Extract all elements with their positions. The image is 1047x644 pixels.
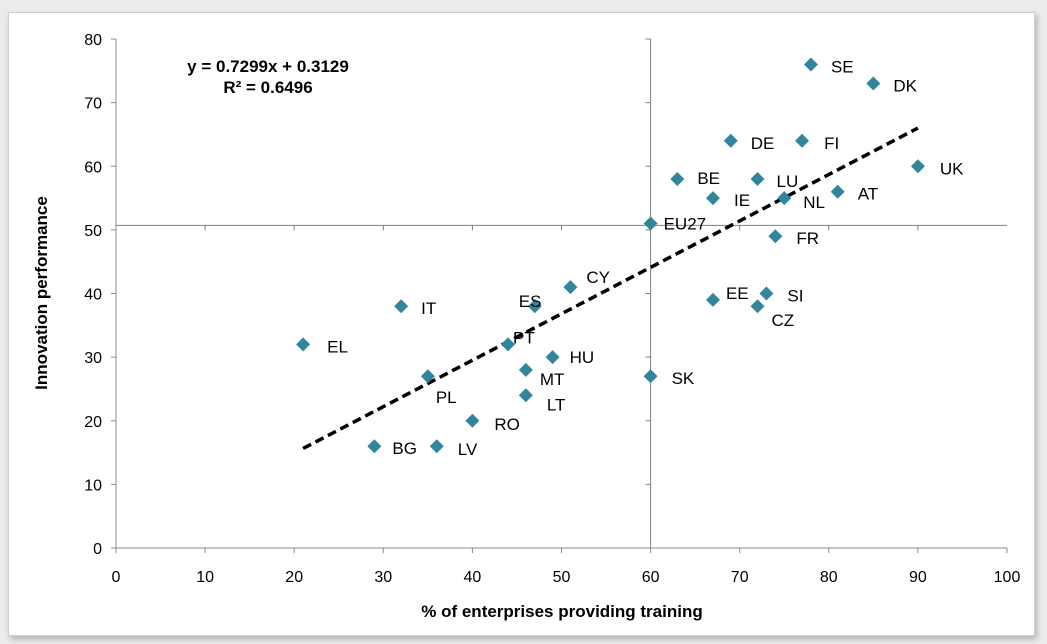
data-point-cz [750,299,765,314]
point-label-be: BE [697,169,720,188]
chart-frame [8,12,1035,636]
data-point-se [803,57,818,72]
point-label-se: SE [831,57,854,76]
point-label-lt: LT [547,395,566,414]
x-tick-label: 80 [820,569,838,586]
x-tick-label: 60 [642,569,660,586]
data-point-dk [866,76,881,91]
x-tick-label: 10 [196,569,214,586]
data-point-de [723,133,738,148]
y-tick-label: 30 [84,350,102,367]
x-tick-label: 100 [994,569,1021,586]
y-axis-title: Innovation performance [32,196,51,390]
point-label-pt: PT [513,328,535,347]
data-point-el [296,337,311,352]
y-tick-label: 40 [84,287,102,304]
y-tick-label: 60 [84,159,102,176]
point-label-ie: IE [734,191,750,210]
equation-text: y = 0.7299x + 0.3129 [187,57,349,76]
point-label-pl: PL [436,388,457,407]
data-point-at [830,184,845,199]
point-label-cy: CY [586,268,610,287]
x-axis-title: % of enterprises providing training [421,602,702,621]
x-tick-label: 40 [464,569,482,586]
point-label-si: SI [787,287,803,306]
data-point-pl [420,369,435,384]
y-tick-label: 0 [93,541,102,558]
data-point-sk [643,369,658,384]
y-tick-label: 70 [84,96,102,113]
data-point-be [670,171,685,186]
data-point-hu [545,350,560,365]
x-tick-label: 30 [374,569,392,586]
x-tick-label: 90 [909,569,927,586]
point-label-es: ES [519,292,542,311]
point-label-de: DE [751,134,775,153]
data-point-uk [910,159,925,174]
data-point-lu [750,171,765,186]
tick-labels: 0 10 20 30 40 50 60 70 80 90 100 0 10 20 30 40 50 60 70 80 [84,32,1020,586]
data-point-nl [777,191,792,206]
point-label-eu27: EU27 [664,215,707,234]
trendline-group [302,126,919,451]
y-tick-label: 50 [84,223,102,240]
data-point-cy [563,280,578,295]
data-point-ee [705,292,720,307]
point-label-it: IT [421,299,436,318]
point-label-dk: DK [893,77,917,96]
point-label-at: AT [858,185,878,204]
x-tick-label: 50 [553,569,571,586]
point-label-lu: LU [777,172,799,191]
point-label-bg: BG [392,439,417,458]
point-label-ee: EE [726,284,749,303]
reference-lines [116,38,1007,548]
x-tick-label: 0 [112,569,121,586]
point-label-cz: CZ [772,311,795,330]
trendline [302,126,919,451]
data-point-ie [705,191,720,206]
point-label-el: EL [327,337,348,356]
data-point-fi [795,133,810,148]
data-point-lv [429,439,444,454]
point-label-mt: MT [540,370,565,389]
r-squared-text: R² = 0.6496 [223,78,312,97]
x-tick-label: 70 [731,569,749,586]
data-point-lt [518,388,533,403]
data-point-si [759,286,774,301]
data-point-eu27 [643,216,658,231]
data-point-pt [501,337,516,352]
point-labels: SE DK DE FI UK BE LU IE NL AT EU27 FR CY ES IT EE SI CZ EL… [327,57,964,459]
data-point-fr [768,229,783,244]
point-label-fi: FI [824,134,839,153]
data-point-mt [518,362,533,377]
axes [111,38,1008,553]
data-points [296,57,925,454]
point-label-lv: LV [458,440,478,459]
data-point-it [394,299,409,314]
x-tick-label: 20 [285,569,303,586]
data-point-bg [367,439,382,454]
point-label-uk: UK [940,159,964,178]
point-label-ro: RO [494,415,520,434]
y-tick-label: 20 [84,414,102,431]
y-tick-label: 80 [84,32,102,49]
point-label-fr: FR [796,229,819,248]
y-tick-label: 10 [84,477,102,494]
data-point-es [527,299,542,314]
point-label-sk: SK [672,369,695,388]
data-point-ro [465,413,480,428]
point-label-hu: HU [570,348,595,367]
point-label-nl: NL [803,193,825,212]
